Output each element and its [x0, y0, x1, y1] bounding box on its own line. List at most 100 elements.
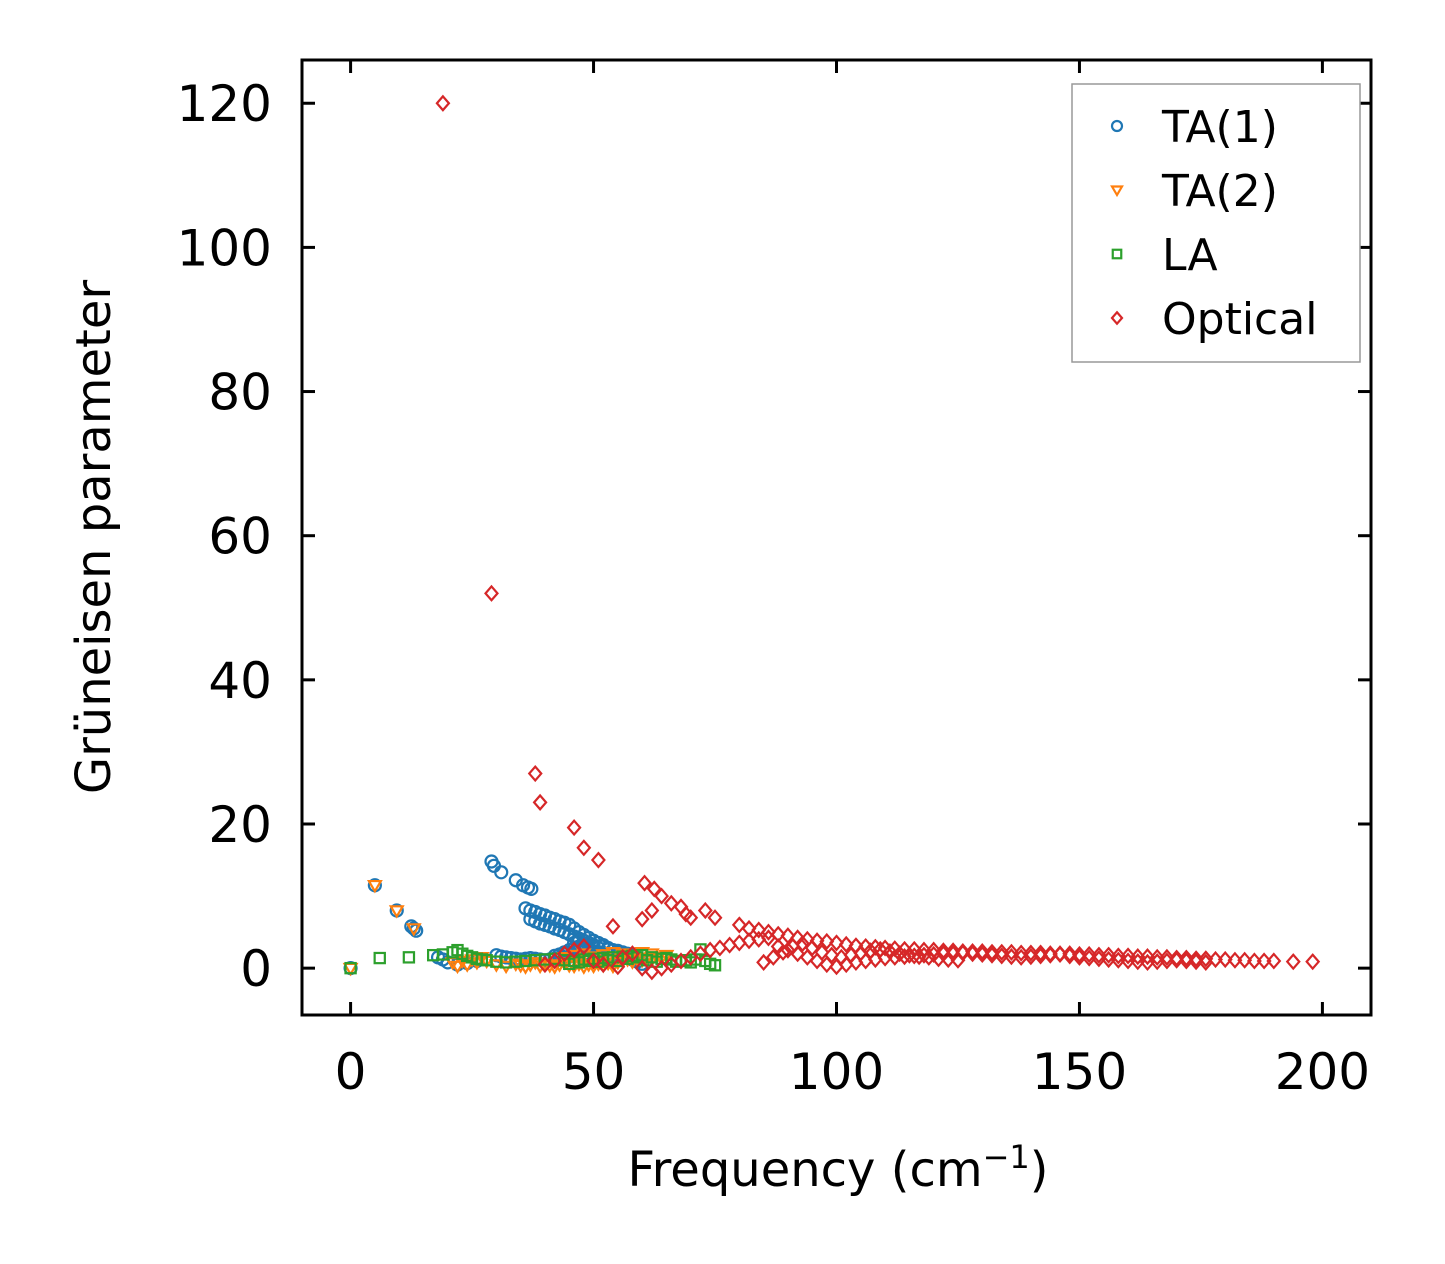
- data-point: [1188, 950, 1204, 968]
- data-point: [1198, 953, 1214, 971]
- axes-layer: 0 50 100 150 200 0 20 40 60 80 100 120: [177, 58, 1373, 1101]
- legend-marker: [1110, 185, 1124, 198]
- data-point: [824, 946, 840, 964]
- legend-marker: [1111, 248, 1123, 260]
- data-point: [795, 935, 810, 953]
- data-point: [765, 948, 781, 966]
- legend-label: LA: [1162, 230, 1218, 281]
- y-axis-label: Grüneisen parameter: [66, 280, 122, 795]
- data-point: [814, 943, 830, 961]
- data-point: [775, 943, 791, 961]
- data-point: [1140, 948, 1155, 966]
- data-point: [373, 951, 386, 965]
- data-point: [586, 952, 602, 970]
- data-point: [595, 955, 611, 974]
- data-point: [388, 905, 405, 919]
- data-point: [1169, 949, 1185, 967]
- data-point: [527, 957, 544, 971]
- data-point: [950, 951, 966, 969]
- data-point: [804, 939, 820, 957]
- x-tick-label: 50: [562, 1043, 626, 1101]
- data-point: [566, 819, 582, 837]
- data-point: [1062, 945, 1078, 963]
- data-point: [892, 945, 908, 963]
- data-point: [994, 947, 1010, 965]
- data-point: [819, 932, 835, 951]
- y-tick-label: 40: [208, 652, 272, 710]
- data-point: [761, 923, 776, 941]
- data-point: [663, 894, 679, 912]
- data-point: [1052, 945, 1068, 964]
- data-point: [405, 923, 422, 937]
- data-point: [829, 934, 844, 952]
- data-point: [872, 940, 888, 958]
- data-point: [637, 874, 653, 892]
- data-point: [547, 952, 563, 970]
- data-point: [1091, 946, 1107, 964]
- data-point: [994, 943, 1010, 961]
- data-point: [590, 851, 606, 869]
- y-tick-label: 60: [208, 508, 272, 566]
- series-layer: [342, 94, 1321, 981]
- data-point: [576, 937, 592, 956]
- data-point: [1130, 953, 1146, 971]
- data-point: [1003, 943, 1019, 961]
- data-point: [605, 917, 621, 935]
- data-point: [1013, 944, 1029, 962]
- data-point: [1091, 950, 1107, 968]
- data-point: [1071, 948, 1087, 966]
- data-point: [644, 901, 660, 920]
- x-tick-label: 100: [789, 1043, 884, 1101]
- data-point: [984, 946, 1000, 964]
- data-point: [366, 879, 383, 894]
- data-point: [1101, 950, 1117, 969]
- data-point: [751, 921, 767, 939]
- data-point: [1208, 950, 1223, 969]
- x-axis-label: Frequency (cm−1): [627, 1138, 1048, 1198]
- legend-label: TA(1): [1161, 102, 1278, 153]
- data-point: [761, 929, 776, 947]
- data-point: [1120, 952, 1136, 970]
- data-point: [1227, 951, 1243, 969]
- data-point: [1305, 953, 1321, 971]
- data-point: [1149, 948, 1165, 966]
- data-point: [624, 945, 640, 963]
- data-point: [708, 959, 722, 972]
- y-tick-label: 100: [177, 219, 272, 277]
- data-point: [1178, 952, 1194, 970]
- data-point: [965, 942, 981, 961]
- data-point: [974, 945, 990, 964]
- data-point: [911, 948, 927, 966]
- legend-item: TA(1): [1110, 102, 1278, 153]
- legend-label: TA(2): [1161, 166, 1278, 217]
- data-point: [654, 887, 670, 905]
- data-point: [683, 909, 699, 927]
- x-tick-label: 0: [335, 1043, 367, 1101]
- legend: TA(1) TA(2) LA Optical: [1071, 83, 1361, 363]
- data-point: [1033, 944, 1049, 962]
- data-point: [707, 909, 723, 927]
- data-point: [838, 935, 854, 953]
- data-point: [1003, 948, 1019, 966]
- legend-item: TA(2): [1110, 166, 1278, 217]
- data-point: [901, 946, 917, 964]
- data-point: [449, 960, 466, 975]
- data-point: [1256, 952, 1272, 970]
- data-point: [1081, 945, 1097, 964]
- legend-item: LA: [1111, 230, 1218, 281]
- data-point: [576, 839, 592, 857]
- x-tick-label: 150: [1032, 1043, 1127, 1101]
- data-point: [756, 953, 772, 971]
- data-point: [402, 951, 416, 964]
- y-tick-label: 0: [240, 940, 272, 998]
- data-point: [1198, 950, 1214, 968]
- data-point: [984, 943, 1000, 961]
- data-point: [484, 584, 499, 602]
- data-point: [1110, 951, 1126, 969]
- data-point: [1159, 948, 1175, 966]
- data-point: [658, 949, 675, 964]
- data-point: [1101, 946, 1117, 964]
- y-tick-label: 80: [208, 364, 272, 422]
- data-point: [1246, 952, 1262, 970]
